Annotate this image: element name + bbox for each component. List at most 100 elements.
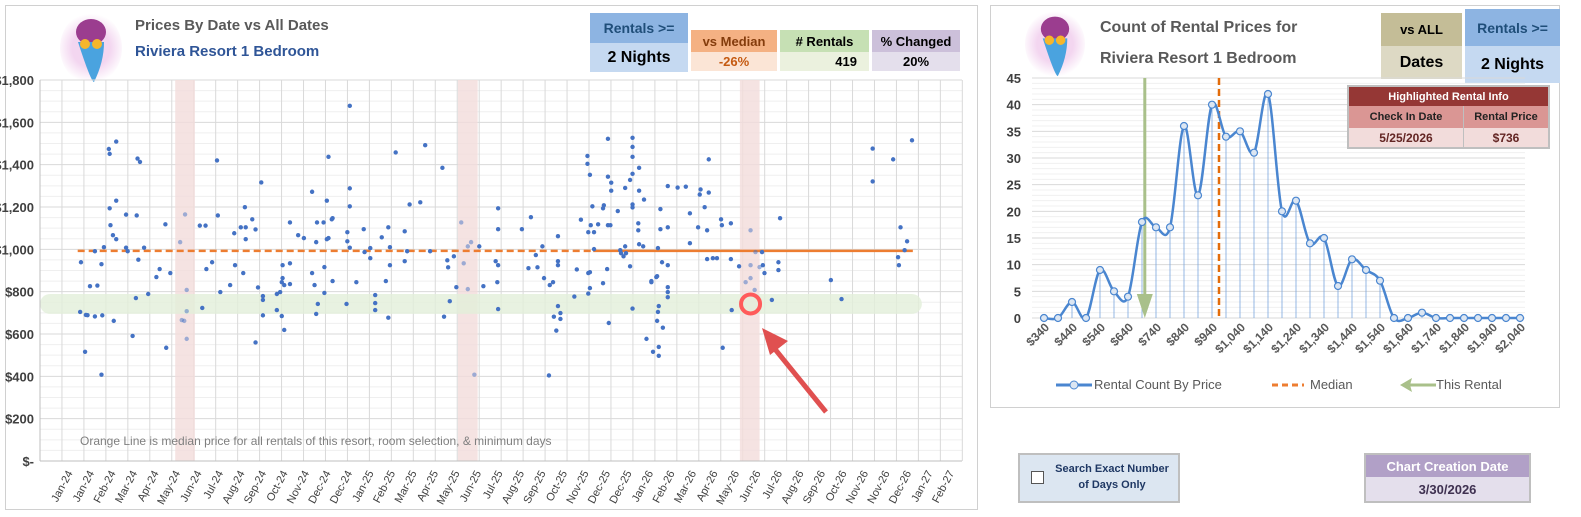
y-tick-label: $1,400 [0, 158, 34, 173]
data-point [465, 244, 471, 249]
data-point [259, 180, 264, 185]
data-point [445, 258, 450, 263]
rentals-min-value: 2 Nights [590, 43, 688, 72]
data-point [665, 285, 670, 290]
vs-all-label: vs ALL [1381, 13, 1462, 46]
y-tick-label: 40 [1007, 98, 1021, 113]
data-point [347, 103, 352, 109]
series-point [1291, 196, 1301, 205]
series-point [1431, 313, 1441, 323]
x-tick-label: $2,040 [1492, 320, 1528, 356]
data-point [636, 188, 642, 193]
exact-days-control[interactable]: Search Exact Number of Days Only [1018, 453, 1180, 503]
legend-this-rental: This Rental [1436, 377, 1502, 392]
data-point [123, 212, 129, 217]
data-point [164, 345, 169, 350]
data-point [572, 294, 577, 299]
x-tick-label: $340 [1023, 320, 1052, 349]
series-point [1095, 265, 1105, 275]
data-point [586, 229, 591, 235]
series-point [1067, 297, 1077, 307]
data-point [656, 303, 661, 309]
y-tick-label: 10 [1007, 258, 1021, 273]
x-tick-label: $540 [1079, 320, 1108, 349]
data-point [445, 265, 451, 270]
data-point [902, 247, 907, 253]
this-rental-arrow-head [1136, 294, 1153, 318]
y-tick-label: 30 [1007, 151, 1021, 166]
data-point [757, 264, 762, 270]
data-point [451, 254, 457, 259]
data-point [111, 318, 116, 324]
data-point [232, 263, 238, 268]
data-point [243, 225, 248, 230]
data-point [720, 345, 725, 350]
exact-days-label-line1: Search Exact Number [1055, 463, 1169, 475]
data-point [260, 313, 266, 318]
data-point [555, 258, 561, 264]
data-point [322, 264, 327, 270]
data-point [630, 205, 635, 210]
y-tick-label: 15 [1007, 231, 1021, 246]
data-point [309, 189, 315, 194]
data-point [243, 236, 248, 242]
series-point [1053, 313, 1063, 323]
data-point [274, 291, 280, 297]
data-point [719, 223, 725, 228]
x-tick-label: $1,140 [1240, 320, 1276, 356]
data-point [404, 249, 410, 254]
scatter-title: Prices By Date vs All Dates [135, 17, 329, 34]
data-point [330, 216, 335, 221]
data-point [168, 270, 173, 276]
data-point [313, 311, 319, 317]
exact-days-label-line2: of Days Only [1078, 479, 1146, 491]
data-point [706, 157, 711, 162]
data-point [554, 328, 559, 333]
highlight-circle [739, 292, 763, 316]
data-point [92, 249, 98, 254]
exact-days-label: Search Exact Number of Days Only [1048, 461, 1176, 493]
data-point [330, 278, 335, 284]
data-point [326, 154, 331, 160]
info-col-checkin: Check In Date [1349, 106, 1464, 128]
creation-date-box: Chart Creation Date 3/30/2026 [1364, 453, 1531, 503]
data-point [134, 213, 139, 218]
data-point [315, 301, 321, 307]
data-point [551, 314, 557, 319]
x-tick-label: $1,940 [1464, 320, 1500, 356]
series-point [1319, 233, 1329, 243]
data-point [627, 264, 633, 269]
series-point [1459, 313, 1469, 323]
data-point [279, 313, 284, 319]
y-tick-label: 5 [1014, 284, 1021, 299]
data-point [752, 287, 757, 293]
pct-changed-value: 20% [872, 52, 960, 71]
y-tick-label: $1,600 [0, 115, 34, 130]
data-point [898, 225, 903, 230]
data-point [574, 267, 580, 272]
data-point [535, 265, 540, 270]
series-point [1039, 313, 1049, 323]
data-point [588, 223, 593, 228]
data-point [618, 250, 624, 256]
data-point [77, 309, 83, 315]
rentals-min-label: Rentals >= [590, 13, 688, 43]
data-point [896, 263, 902, 268]
data-point [591, 246, 597, 252]
data-point [609, 180, 614, 185]
data-point [101, 245, 107, 250]
data-point [447, 298, 452, 304]
data-point [282, 327, 287, 333]
data-point [182, 318, 187, 324]
exact-days-checkbox[interactable] [1031, 471, 1044, 484]
data-point [540, 244, 545, 249]
legend-dashed-line-icon [1272, 383, 1304, 387]
data-point [301, 235, 307, 241]
series-point [1417, 308, 1427, 317]
data-point [135, 156, 140, 161]
data-point [280, 275, 285, 281]
data-point [769, 297, 775, 303]
data-point [393, 150, 398, 155]
data-point [550, 279, 556, 285]
